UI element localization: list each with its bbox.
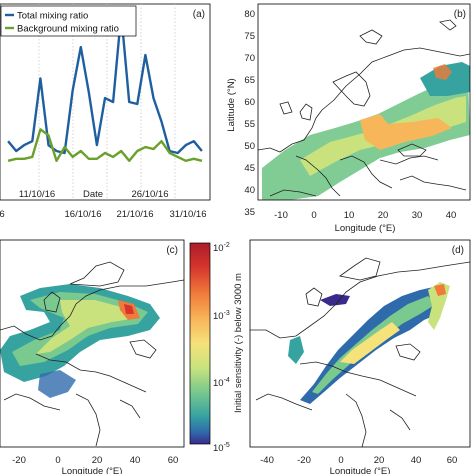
x-tick-label: -10	[274, 210, 288, 221]
x-tick-label: 16/10/16	[65, 209, 102, 220]
y-tick-label: 75	[244, 31, 255, 42]
x-tick-label: 20	[92, 455, 103, 466]
y-tick-label: 80	[244, 9, 255, 20]
colorbar-tick-label: 10-5	[213, 442, 230, 454]
legend-label-total: Total mixing ratio	[17, 11, 88, 22]
panel-b: (b) 80 75 70 65 60 55 50 45 40 35 Latitu…	[226, 3, 471, 234]
sensitivity-plume-hot	[433, 64, 452, 80]
x-tick-label: 0	[311, 210, 316, 221]
sensitivity-plume-mid	[340, 322, 400, 364]
x-tick-label: 21/10/16	[117, 209, 154, 220]
panel-b-y-ticks: 80 75 70 65 60 55 50 45 40 35	[244, 9, 255, 218]
panel-c-x-axis-label: Longitude (°E)	[62, 466, 123, 474]
y-tick-label: 35	[244, 207, 255, 218]
sensitivity-plume-west	[288, 336, 304, 364]
coastlines	[250, 257, 470, 447]
colorbar-tick-label: 10-2	[213, 242, 230, 254]
panel-a-x-ticks: 6 11/10/16 16/10/16 21/10/16 26/10/16 31…	[0, 189, 206, 220]
legend-label-background: Background mixing ratio	[17, 24, 119, 35]
x-tick-label: 31/10/16	[170, 209, 207, 220]
sensitivity-plume-hot	[124, 304, 134, 314]
x-tick-label: 40	[130, 455, 141, 466]
panel-label-b: (b)	[454, 9, 466, 20]
x-tick-label: -40	[260, 455, 274, 466]
panel-b-x-axis-label: Longitude (°E)	[335, 223, 396, 234]
panel-a-x-axis-label: Date	[83, 189, 103, 200]
x-tick-label: 40	[411, 455, 422, 466]
panel-d-x-axis-label: Longitude (°E)	[330, 466, 391, 474]
x-tick-label: 20	[374, 455, 385, 466]
panel-d-frame	[249, 239, 471, 448]
sensitivity-plume-south	[38, 370, 76, 398]
x-tick-label: 60	[447, 455, 458, 466]
colorbar-tick-label: 10-4	[213, 377, 230, 389]
sensitivity-plume-north	[320, 294, 350, 306]
y-tick-label: 45	[244, 163, 255, 174]
colorbar: 10-2 10-3 10-4 10-5 Initial sensitivity …	[189, 242, 244, 454]
x-tick-label: 40	[446, 210, 457, 221]
x-tick-label: 30	[412, 210, 423, 221]
x-tick-label: 10	[344, 210, 355, 221]
panel-c-map	[0, 261, 184, 447]
coastlines	[0, 261, 184, 447]
panel-d-x-ticks: -40 -20 0 20 40 60	[260, 455, 457, 466]
y-tick-label: 60	[244, 97, 255, 108]
panel-d: (d) -40 -20 0 20 40 60 Longitude (°E)	[249, 239, 471, 474]
x-tick-label: -20	[297, 455, 311, 466]
sensitivity-plume-peak	[360, 114, 452, 150]
x-tick-label: -20	[12, 455, 26, 466]
colorbar-tick-label: 10-3	[213, 310, 230, 322]
series-background-line	[7, 128, 203, 162]
panel-b-x-ticks: -10 0 10 20 30 40	[274, 210, 456, 221]
panel-b-y-axis-label: Latitude (°N)	[226, 78, 237, 131]
x-tick-label: 60	[168, 455, 179, 466]
panel-label-d: (d)	[452, 245, 464, 256]
x-tick-label: 6	[0, 209, 5, 220]
coastlines	[258, 19, 470, 197]
panel-d-map	[250, 257, 470, 447]
sensitivity-plume-mid	[36, 300, 138, 354]
colorbar-label: Initial sensitivity (-) below 3000 m	[233, 273, 244, 413]
panel-b-map	[258, 19, 470, 200]
panel-c-x-ticks: -20 0 20 40 60	[12, 455, 178, 466]
y-tick-label: 70	[244, 53, 255, 64]
panel-b-frame	[257, 3, 471, 201]
panel-c-frame	[0, 239, 185, 448]
panel-a: Total mixing ratio Background mixing rat…	[0, 3, 211, 220]
panel-a-gridlines	[38, 4, 176, 200]
panel-c: (c) -20 0 20 40 60 Longitude (°E)	[0, 239, 185, 474]
y-tick-label: 55	[244, 119, 255, 130]
legend: Total mixing ratio Background mixing rat…	[0, 5, 137, 37]
panel-label-a: (a)	[193, 9, 205, 20]
colorbar-tick-labels: 10-2 10-3 10-4 10-5	[213, 242, 230, 454]
x-tick-label: 20	[378, 210, 389, 221]
panel-label-c: (c)	[166, 245, 178, 256]
y-tick-label: 50	[244, 141, 255, 152]
x-tick-label: 0	[338, 455, 343, 466]
x-tick-label: 0	[55, 455, 60, 466]
sensitivity-plume-hot	[434, 284, 446, 296]
x-tick-label: 11/10/16	[19, 189, 55, 200]
x-tick-label: 26/10/16	[132, 189, 169, 200]
y-tick-label: 65	[244, 75, 255, 86]
colorbar-gradient	[189, 242, 211, 445]
y-tick-label: 40	[244, 185, 255, 196]
